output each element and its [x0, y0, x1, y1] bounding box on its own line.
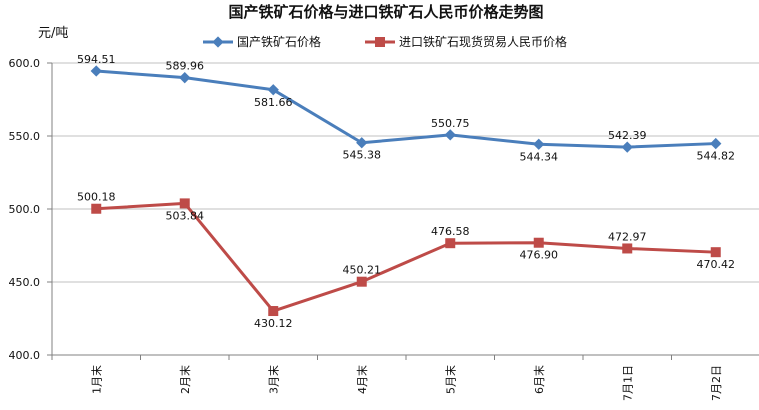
- data-point: [710, 247, 721, 258]
- data-point: [710, 137, 722, 150]
- x-axis-ticks: 1月末 2月末 3月末 4月末 5月末 6月末 7月1日 7月2日: [51, 355, 723, 401]
- y-tick-label: 400.0: [9, 349, 41, 362]
- x-tick-label: 7月1日: [621, 365, 634, 401]
- data-point: [90, 65, 102, 77]
- data-label: 550.75: [431, 117, 470, 130]
- data-label: 581.66: [254, 96, 293, 109]
- data-label: 589.96: [166, 60, 205, 73]
- x-tick-label: 5月末: [443, 365, 457, 394]
- data-label: 500.18: [77, 191, 116, 204]
- data-point: [356, 137, 368, 149]
- data-point: [179, 72, 191, 84]
- data-point: [445, 238, 456, 249]
- x-tick-label: 2月末: [178, 365, 192, 394]
- data-label: 545.38: [343, 149, 382, 162]
- x-tick-label: 1月末: [89, 365, 103, 394]
- data-label: 450.21: [343, 264, 382, 277]
- legend-item-import: 进口铁矿石现货贸易人民币价格: [365, 34, 567, 49]
- x-tick-label: 3月末: [266, 365, 280, 394]
- y-tick-label: 600.0: [9, 57, 41, 70]
- x-tick-label: 7月2日: [710, 365, 723, 401]
- data-label: 470.42: [697, 258, 736, 271]
- data-label: 544.34: [520, 150, 559, 163]
- x-tick-label: 6月末: [532, 365, 546, 394]
- legend-label-domestic: 国产铁矿石价格: [237, 34, 321, 49]
- data-point: [621, 141, 633, 153]
- data-point: [356, 276, 367, 287]
- data-label: 430.12: [254, 317, 293, 330]
- legend-label-import: 进口铁矿石现货贸易人民币价格: [399, 34, 567, 49]
- data-label: 594.51: [77, 53, 116, 66]
- series-1: 500.18 503.84 430.12 450.21 476.58 476.90 472.…: [77, 191, 735, 330]
- data-point: [179, 198, 190, 209]
- data-point: [444, 129, 456, 141]
- data-point: [91, 203, 102, 214]
- data-label: 476.58: [431, 225, 470, 238]
- legend-marker-domestic: [212, 36, 224, 48]
- data-point: [533, 237, 544, 248]
- y-tick-label: 450.0: [9, 276, 41, 289]
- legend-item-domestic: 国产铁矿石价格: [203, 34, 321, 49]
- data-point: [533, 138, 545, 150]
- y-axis-ticks: 400.0 450.0 500.0 550.0 600.0: [9, 57, 52, 362]
- series-0: 594.51 589.96 581.66 545.38 550.75 544.34 542.…: [77, 53, 735, 163]
- legend: 国产铁矿石价格 进口铁矿石现货贸易人民币价格: [203, 34, 567, 49]
- legend-marker-import: [375, 37, 385, 47]
- data-point: [622, 243, 633, 254]
- data-label: 544.82: [697, 150, 736, 163]
- y-axis-unit: 元/吨: [38, 26, 68, 41]
- series-line: [96, 201, 716, 313]
- data-label: 503.84: [166, 209, 205, 222]
- gridlines: [52, 62, 759, 283]
- data-point: [268, 306, 279, 317]
- data-label: 542.39: [608, 129, 647, 142]
- data-label: 476.90: [520, 249, 559, 262]
- series-layer: 594.51 589.96 581.66 545.38 550.75 544.34 542.…: [77, 53, 735, 330]
- y-tick-label: 500.0: [9, 203, 41, 216]
- chart-title: 国产铁矿石价格与进口铁矿石人民币价格走势图: [228, 3, 543, 21]
- data-label: 472.97: [608, 230, 647, 243]
- x-tick-label: 4月末: [355, 365, 369, 394]
- y-tick-label: 550.0: [9, 130, 41, 143]
- series-line: [96, 69, 716, 149]
